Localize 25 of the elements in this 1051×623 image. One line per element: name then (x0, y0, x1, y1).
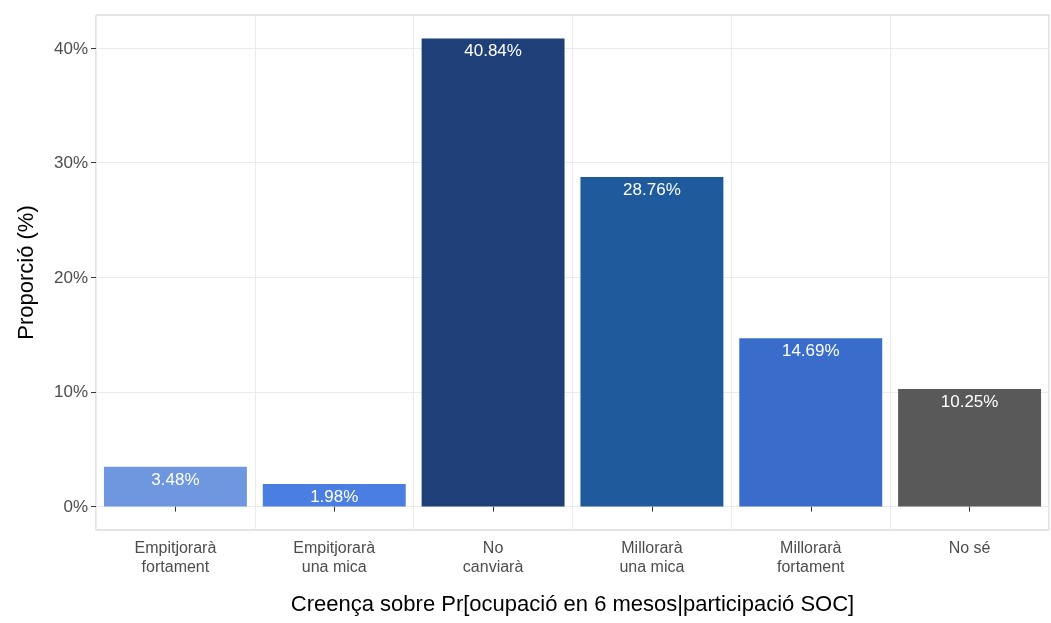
bar (739, 338, 883, 507)
x-tick-label: Millorarà fortament (776, 539, 846, 575)
y-tick-label: 10% (53, 382, 88, 402)
data-label: 40.84% (464, 41, 522, 61)
x-tick-label: Empitjorarà fortament (134, 539, 217, 575)
x-tick-label: No canviarà (462, 539, 524, 575)
y-axis-title: Proporció (%) (12, 205, 38, 340)
x-tick-label: Empitjorarà una mica (293, 539, 376, 575)
bar (103, 466, 247, 507)
data-label: 28.76% (623, 179, 681, 199)
y-tick-label: 30% (53, 153, 88, 173)
x-tick-label: Millorarà una mica (619, 539, 685, 575)
data-label: 14.69% (781, 341, 840, 361)
y-tick-label: 0% (63, 497, 88, 517)
y-tick-label: 40% (53, 38, 88, 58)
data-label: 10.25% (940, 392, 999, 412)
bar (580, 176, 724, 507)
data-label: 3.48% (151, 469, 200, 489)
x-axis-title: Creença sobre Pr[ocupació en 6 mesos|participació SOC] (290, 590, 855, 616)
bar (421, 38, 565, 507)
data-label: 1.98% (310, 486, 359, 506)
bar (262, 483, 406, 507)
bar (898, 389, 1042, 507)
y-tick-label: 20% (53, 267, 88, 287)
x-tick-label: No sé (948, 539, 991, 556)
